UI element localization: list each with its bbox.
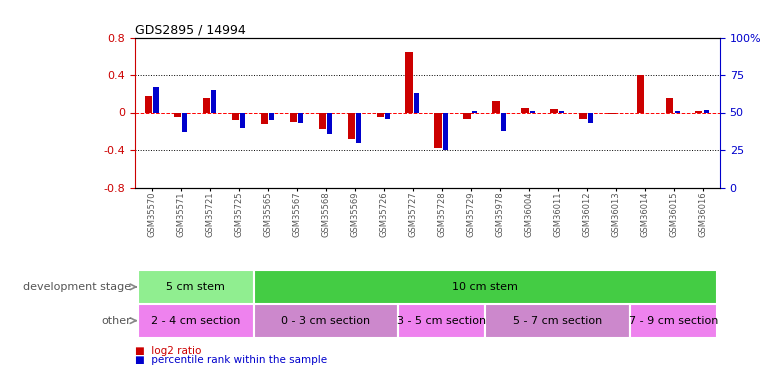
Text: 3 - 5 cm section: 3 - 5 cm section: [397, 316, 487, 326]
Bar: [377, 112, 383, 117]
Text: 10 cm stem: 10 cm stem: [452, 282, 518, 292]
Bar: [203, 99, 210, 112]
Bar: [153, 87, 159, 112]
Bar: [608, 112, 615, 114]
Bar: [270, 112, 274, 120]
Bar: [240, 112, 246, 128]
Bar: [138, 270, 253, 304]
Bar: [253, 304, 398, 338]
Bar: [666, 99, 674, 112]
Bar: [253, 270, 717, 304]
Bar: [260, 112, 268, 124]
Bar: [385, 112, 390, 118]
Bar: [472, 111, 477, 112]
Bar: [356, 112, 361, 142]
Bar: [182, 112, 187, 132]
Bar: [501, 112, 506, 130]
Bar: [347, 112, 355, 139]
Bar: [434, 112, 442, 148]
Bar: [530, 111, 535, 112]
Bar: [675, 111, 680, 112]
Bar: [414, 93, 419, 112]
Bar: [138, 304, 253, 338]
Bar: [638, 75, 644, 112]
Text: GDS2895 / 14994: GDS2895 / 14994: [135, 23, 246, 36]
Bar: [521, 108, 528, 112]
Text: other: other: [101, 316, 131, 326]
Bar: [327, 112, 333, 134]
Bar: [579, 112, 587, 119]
Bar: [211, 90, 216, 112]
Text: ■  percentile rank within the sample: ■ percentile rank within the sample: [135, 355, 327, 365]
Text: 5 cm stem: 5 cm stem: [166, 282, 225, 292]
Bar: [319, 112, 326, 129]
Bar: [704, 110, 709, 112]
Bar: [406, 52, 413, 112]
Bar: [290, 112, 297, 122]
Bar: [145, 96, 152, 112]
Text: ■  log2 ratio: ■ log2 ratio: [135, 346, 201, 355]
Text: 0 - 3 cm section: 0 - 3 cm section: [281, 316, 370, 326]
Bar: [588, 112, 593, 123]
Bar: [232, 112, 239, 120]
Text: 2 - 4 cm section: 2 - 4 cm section: [151, 316, 240, 326]
Text: development stage: development stage: [23, 282, 131, 292]
Bar: [551, 109, 557, 112]
Bar: [464, 112, 470, 119]
Text: 5 - 7 cm section: 5 - 7 cm section: [513, 316, 602, 326]
Bar: [298, 112, 303, 123]
Bar: [630, 304, 717, 338]
Bar: [398, 304, 485, 338]
Bar: [492, 101, 500, 112]
Bar: [174, 112, 181, 117]
Bar: [695, 111, 702, 112]
Text: 7 - 9 cm section: 7 - 9 cm section: [629, 316, 718, 326]
Bar: [443, 112, 448, 150]
Bar: [559, 111, 564, 112]
Bar: [485, 304, 630, 338]
